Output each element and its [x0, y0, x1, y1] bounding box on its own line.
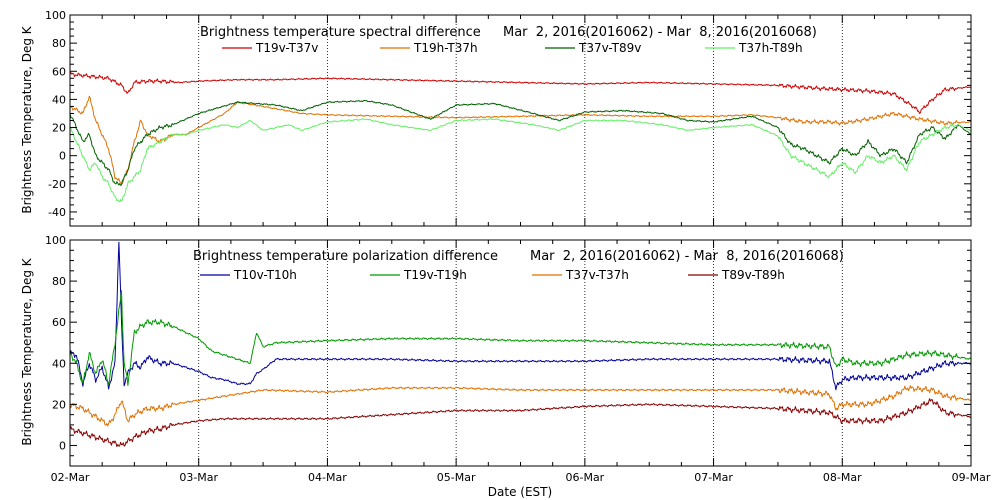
- y-tick-labels: 0 20 40 60 80 100: [45, 234, 66, 452]
- y-tick-labels: -40 -20 0 20 40 60 80 100: [45, 9, 66, 219]
- panel-title: Brightness temperature polarization diff…: [193, 249, 498, 264]
- series-line-t19v-t19h: [69, 290, 972, 386]
- y-tick-label: 80: [52, 275, 66, 288]
- series-line-t19h-t37h: [69, 95, 972, 185]
- legend-label: T37v-T37h: [565, 268, 629, 282]
- panel-title: Brightness temperature spectral differen…: [200, 25, 481, 40]
- legend-label: T37h-T89h: [738, 41, 803, 55]
- series-line-t10v-t10h: [69, 241, 972, 391]
- legend: T19v-T37v T19h-T37h T37v-T89v T37h-T89h: [222, 41, 803, 55]
- x-tick-label: 02-Mar: [51, 471, 90, 484]
- plot-frame: [69, 14, 972, 227]
- y-tick-label: -40: [48, 206, 66, 219]
- y-tick-label: -20: [48, 178, 66, 191]
- x-axis-label: Date (EST): [488, 485, 552, 499]
- y-tick-label: 20: [52, 398, 66, 411]
- y-axis-label: Brightness Temperature, Deg K: [20, 257, 34, 445]
- y-tick-label: 100: [45, 234, 66, 247]
- series-lines: [69, 72, 972, 203]
- y-tick-label: 80: [52, 37, 66, 50]
- x-tick-label: 06-Mar: [565, 471, 604, 484]
- y-tick-label: 0: [59, 439, 66, 452]
- y-tick-label: 40: [52, 357, 66, 370]
- x-tick-label: 03-Mar: [179, 471, 218, 484]
- y-tick-label: 40: [52, 93, 66, 106]
- y-tick-label: 20: [52, 122, 66, 135]
- y-tick-label: 60: [52, 316, 66, 329]
- legend-label: T19h-T37h: [413, 41, 478, 55]
- x-tick-label: 04-Mar: [308, 471, 347, 484]
- legend-label: T19v-T37v: [255, 41, 318, 55]
- plot-frame: [69, 239, 972, 467]
- spectral-difference-panel: Brightness temperature spectral differen…: [20, 9, 972, 227]
- series-line-t37h-t89h: [69, 118, 972, 203]
- legend-label: T37v-T89v: [578, 41, 641, 55]
- series-lines: [69, 241, 972, 448]
- y-tick-label: 60: [52, 65, 66, 78]
- x-tick-label: 05-Mar: [437, 471, 476, 484]
- series-line-t37v-t89v: [69, 99, 972, 186]
- y-tick-label: 0: [59, 150, 66, 163]
- legend-label: T89v-T89h: [721, 268, 785, 282]
- polarization-difference-panel: Brightness temperature polarization diff…: [20, 234, 991, 499]
- y-tick-label: 100: [45, 9, 66, 22]
- legend: T10v-T10h T19v-T19h T37v-T37h T89v-T89h: [200, 268, 785, 282]
- y-axis-label: Brightness Temperature, Deg K: [20, 25, 34, 213]
- panel-date-range: Mar 2, 2016(2016062) - Mar 8, 2016(20160…: [503, 25, 817, 40]
- panel-date-range: Mar 2, 2016(2016062) - Mar 8, 2016(20160…: [530, 249, 844, 264]
- x-tick-label: 07-Mar: [694, 471, 733, 484]
- series-line-t37v-t37h: [69, 385, 972, 427]
- x-tick-label: 08-Mar: [823, 471, 862, 484]
- x-tick-label: 09-Mar: [952, 471, 991, 484]
- series-line-t19v-t37v: [69, 72, 972, 114]
- legend-label: T19v-T19h: [403, 268, 467, 282]
- series-line-t89v-t89h: [69, 398, 972, 448]
- x-tick-labels: 02-Mar 03-Mar 04-Mar 05-Mar 06-Mar 07-Mar 08-M…: [51, 471, 991, 484]
- legend-label: T10v-T10h: [233, 268, 297, 282]
